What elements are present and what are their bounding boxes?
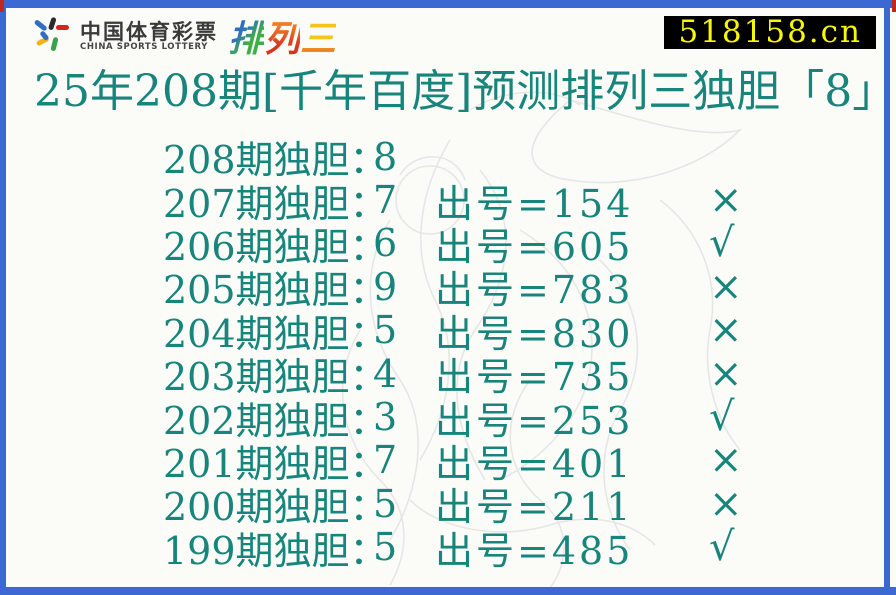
- site-domain-badge: 518158.cn: [664, 16, 876, 49]
- hit-mark: ×: [709, 307, 743, 354]
- brand-name-cn: 中国体育彩票: [80, 19, 218, 44]
- period-label: 205期独胆：: [163, 268, 388, 313]
- brand-text: 中国体育彩票 CHINA SPORTS LOTTERY: [80, 19, 218, 52]
- brand-name-en: CHINA SPORTS LOTTERY: [80, 41, 208, 52]
- sports-lottery-logo: 中国体育彩票 CHINA SPORTS LOTTERY 排 列 三: [30, 10, 876, 62]
- hit-mark: ×: [709, 177, 743, 224]
- dan-number: 5: [373, 481, 398, 526]
- page-title: 25年208期[千年百度]预测排列三独胆「8」: [34, 66, 896, 117]
- frame-right-bar: [884, 0, 890, 595]
- game-char: 列: [264, 10, 300, 62]
- prediction-list: 208期独胆： 8 207期独胆： 7 出号=154 × 206期独胆： 6 出…: [163, 134, 743, 573]
- hit-mark: ×: [709, 480, 743, 527]
- dan-number: 8: [373, 134, 398, 179]
- frame-bottom-bar: [0, 587, 896, 595]
- hit-mark: ×: [709, 350, 743, 397]
- corner-accent-left: [0, 0, 4, 12]
- header: 中国体育彩票 CHINA SPORTS LOTTERY 排 列 三 518158…: [30, 10, 876, 60]
- dan-number: 9: [373, 264, 398, 309]
- lottery-logo-icon: [34, 17, 69, 51]
- dan-number: 5: [373, 308, 398, 353]
- prediction-row: 199期独胆： 5 出号=485 √: [163, 524, 743, 573]
- dan-number: 5: [373, 525, 398, 570]
- period-label: 207期独胆：: [163, 181, 388, 226]
- dan-number: 7: [373, 178, 398, 223]
- hit-mark: √: [709, 394, 735, 441]
- frame-left-bar: [0, 0, 6, 595]
- hit-mark: ×: [709, 437, 743, 484]
- game-char: 三: [300, 10, 336, 62]
- period-label: 199期独胆：: [163, 528, 388, 573]
- corner-accent-right: [892, 0, 896, 12]
- frame-top-bar: [0, 0, 896, 8]
- game-char: 排: [228, 10, 264, 62]
- prediction-row: 208期独胆： 8: [163, 134, 743, 183]
- period-label: 206期独胆：: [163, 224, 388, 269]
- hit-mark: √: [709, 220, 735, 267]
- dan-number: 4: [373, 351, 398, 396]
- dan-number: 7: [373, 438, 398, 483]
- dan-number: 6: [373, 221, 398, 266]
- hit-mark: √: [709, 524, 735, 571]
- dan-number: 3: [373, 395, 398, 440]
- game-name-pailie3: 排 列 三: [228, 10, 336, 62]
- draw-result: 出号=485: [435, 528, 634, 573]
- period-label: 208期独胆：: [163, 138, 388, 183]
- hit-mark: ×: [709, 263, 743, 310]
